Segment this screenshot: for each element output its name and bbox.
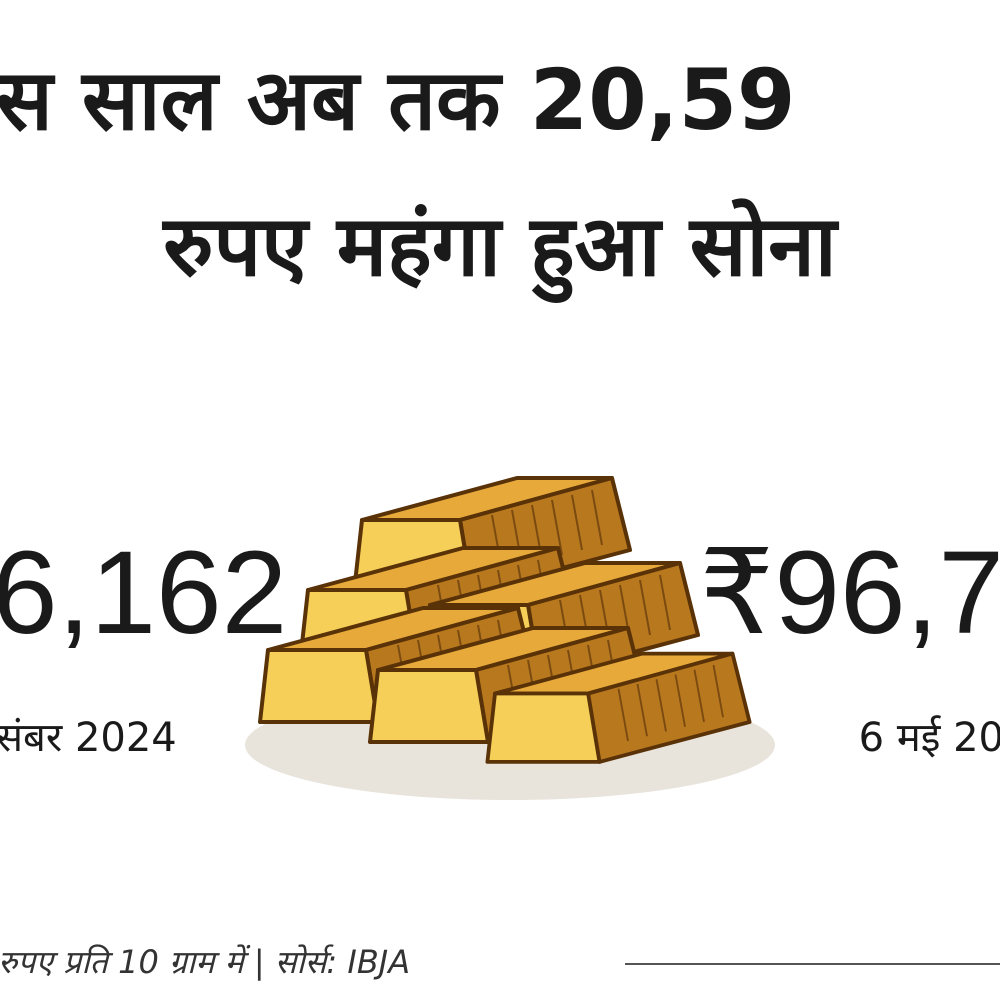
headline-line: स साल अब तक 20,59 bbox=[0, 51, 796, 149]
start-date: संबर 2024 bbox=[0, 715, 177, 761]
headline-line: रुपए महंगा हुआ सोना bbox=[163, 197, 837, 295]
source-note: रुपए प्रति 10 ग्राम में | सोर्स: IBJA bbox=[0, 943, 411, 981]
end-price: ₹96,7 bbox=[699, 527, 1000, 659]
start-price: 6,162 bbox=[0, 527, 288, 659]
end-date: 6 मई 20 bbox=[858, 715, 1000, 761]
footer-rule bbox=[625, 963, 1000, 965]
